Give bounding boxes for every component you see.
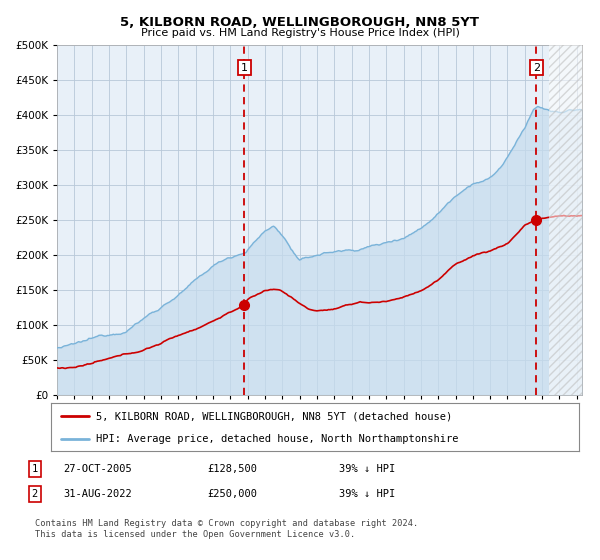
Text: 27-OCT-2005: 27-OCT-2005 (63, 464, 132, 474)
Text: 2: 2 (533, 63, 540, 73)
Text: £128,500: £128,500 (207, 464, 257, 474)
Text: Price paid vs. HM Land Registry's House Price Index (HPI): Price paid vs. HM Land Registry's House … (140, 28, 460, 38)
Text: £250,000: £250,000 (207, 489, 257, 499)
Text: 5, KILBORN ROAD, WELLINGBOROUGH, NN8 5YT (detached house): 5, KILBORN ROAD, WELLINGBOROUGH, NN8 5YT… (96, 411, 452, 421)
Text: 1: 1 (32, 464, 38, 474)
Text: 2: 2 (32, 489, 38, 499)
Text: 39% ↓ HPI: 39% ↓ HPI (339, 489, 395, 499)
Text: HPI: Average price, detached house, North Northamptonshire: HPI: Average price, detached house, Nort… (96, 434, 458, 444)
Text: 5, KILBORN ROAD, WELLINGBOROUGH, NN8 5YT: 5, KILBORN ROAD, WELLINGBOROUGH, NN8 5YT (121, 16, 479, 29)
Text: Contains HM Land Registry data © Crown copyright and database right 2024.
This d: Contains HM Land Registry data © Crown c… (35, 519, 418, 539)
Text: 39% ↓ HPI: 39% ↓ HPI (339, 464, 395, 474)
Text: 1: 1 (241, 63, 248, 73)
Text: 31-AUG-2022: 31-AUG-2022 (63, 489, 132, 499)
